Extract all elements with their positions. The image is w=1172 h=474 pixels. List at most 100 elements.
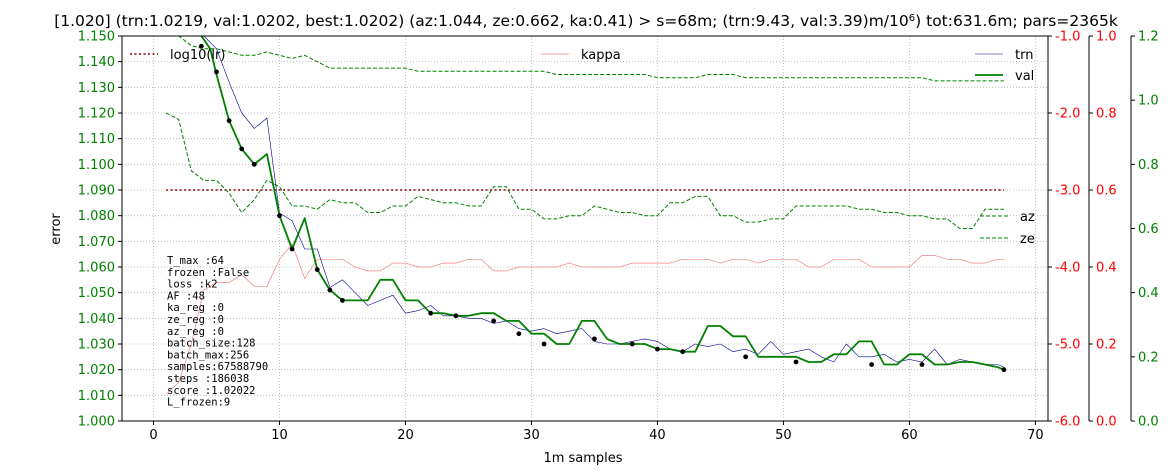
val-marker: [327, 287, 333, 293]
annotation-line: loss :k2: [167, 279, 218, 291]
y-tick-label: 1.090: [78, 184, 115, 199]
val-marker: [277, 213, 282, 219]
val-marker: [793, 359, 799, 365]
chart-title: [1.020] (trn:1.0219, val:1.0202, best:1.…: [54, 12, 1118, 30]
x-axis: 0 10 20 30 40 50 60 70: [149, 421, 1044, 443]
legend-label: val: [1015, 69, 1034, 84]
chart-title-tail: ) tot:631.6m; pars=2365k: [915, 12, 1118, 30]
annotation-line: steps :186038: [167, 373, 249, 385]
y-tick-label: 1.140: [78, 55, 115, 70]
annotation-line: batch_max:256: [167, 349, 249, 361]
right-tick-label: -3.0: [1055, 184, 1080, 199]
annotation-line: frozen :False: [167, 267, 249, 279]
val-marker: [340, 297, 345, 303]
right-tick-label: -5.0: [1055, 338, 1080, 353]
val-marker: [655, 346, 660, 352]
annotation-line: samples:67588790: [167, 361, 268, 373]
right-tick-label: -2.0: [1055, 107, 1080, 122]
chart-title-superscript: 6: [909, 13, 915, 24]
val-marker: [251, 161, 257, 167]
x-tick-label: 40: [649, 428, 666, 443]
y-tick-label: 1.150: [78, 30, 115, 45]
y-tick-label: 1.110: [78, 132, 115, 147]
legend: log10(lr) kappa trn val az ze: [130, 48, 1035, 247]
series-line-val: [200, 36, 1005, 371]
x-axis-label: 1m samples: [543, 451, 622, 466]
y-tick-label: 1.050: [78, 286, 115, 301]
val-marker: [289, 246, 295, 252]
y-axis-kappa: 0.0 0.2 0.4 0.6 0.8 1.0: [1088, 30, 1117, 430]
y-tick-label: 1.100: [78, 158, 115, 173]
val-marker: [491, 318, 497, 324]
series-line-kappa: [165, 243, 1004, 395]
annotation-line: ka_reg :0: [167, 302, 224, 314]
y-tick-label: 1.030: [78, 338, 115, 353]
legend-label: log10(lr): [170, 48, 225, 63]
y-tick-label: 1.010: [78, 389, 115, 404]
val-marker: [629, 341, 635, 347]
y-tick-label: 1.070: [78, 235, 115, 250]
val-marker: [869, 362, 875, 367]
val-marker: [743, 354, 749, 360]
y-axis-azze: 0.0 0.2 0.4 0.6 0.8 1.0 1.2: [1130, 30, 1159, 430]
y-axis-label: error: [49, 213, 64, 245]
right-tick-label: 0.6: [1138, 222, 1159, 237]
right-tick-label: 0.4: [1096, 261, 1117, 276]
val-marker: [214, 69, 219, 75]
right-tick-label: -4.0: [1055, 261, 1080, 276]
y-tick-label: 1.060: [78, 261, 115, 276]
annotation-line: ze_reg :0: [167, 314, 224, 326]
y-tick-label: 1.120: [78, 107, 115, 122]
right-tick-label: 1.0: [1138, 94, 1159, 109]
y-tick-label: 1.020: [78, 363, 115, 378]
annotation-line: AF :48: [167, 290, 205, 302]
right-tick-label: -1.0: [1055, 30, 1080, 45]
series-line-ze: [165, 112, 1004, 229]
series-line-trn: [203, 36, 1005, 368]
val-marker: [919, 362, 925, 367]
val-marker: [592, 336, 597, 342]
annotation-line: T_max :64: [167, 255, 224, 267]
y-tick-label: 1.040: [78, 312, 115, 327]
x-tick-label: 50: [775, 428, 792, 443]
y-tick-label: 1.130: [78, 81, 115, 96]
right-tick-label: 1.2: [1138, 30, 1159, 45]
annotation-line: az_reg :0: [167, 326, 224, 338]
val-marker: [428, 310, 434, 316]
x-tick-label: 70: [1027, 428, 1044, 443]
right-tick-label: 0.6: [1096, 184, 1117, 199]
right-tick-label: 0.2: [1096, 338, 1117, 353]
legend-label: trn: [1015, 48, 1033, 63]
right-tick-label: 0.4: [1138, 286, 1159, 301]
val-marker: [198, 43, 204, 49]
right-tick-label: 0.0: [1138, 415, 1159, 430]
plot-area: [165, 36, 1007, 395]
val-marker: [541, 341, 547, 347]
right-tick-label: 1.0: [1096, 30, 1117, 45]
annotation-line: score :1.02022: [167, 385, 256, 397]
right-tick-label: 0.0: [1096, 415, 1117, 430]
annotation-line: L_frozen:9: [167, 397, 230, 409]
x-tick-label: 60: [901, 428, 918, 443]
val-marker: [680, 349, 686, 355]
legend-label: ze: [1020, 232, 1035, 247]
y-axis-error: 1.000 1.010 1.020 1.030 1.040 1.050 1.060 1.070…: [78, 30, 122, 430]
x-tick-label: 30: [523, 428, 540, 443]
series-line-az: [166, 36, 1004, 82]
y-tick-label: 1.080: [78, 209, 115, 224]
y-tick-label: 1.000: [78, 415, 115, 430]
y-axis-lr: -6.0 -5.0 -4.0 -3.0 -2.0 -1.0: [1047, 30, 1080, 430]
val-marker: [314, 267, 320, 272]
val-marker: [1001, 367, 1007, 373]
right-tick-label: 0.8: [1138, 158, 1159, 173]
chart-title-main: [1.020] (trn:1.0219, val:1.0202, best:1.…: [54, 12, 909, 30]
x-tick-label: 0: [149, 428, 157, 443]
right-tick-label: 0.2: [1138, 350, 1159, 365]
annotation-line: batch_size:128: [167, 338, 256, 350]
val-marker: [516, 331, 522, 337]
right-tick-label: -6.0: [1055, 415, 1080, 430]
legend-label: az: [1020, 210, 1035, 225]
right-tick-label: 0.8: [1096, 107, 1117, 122]
